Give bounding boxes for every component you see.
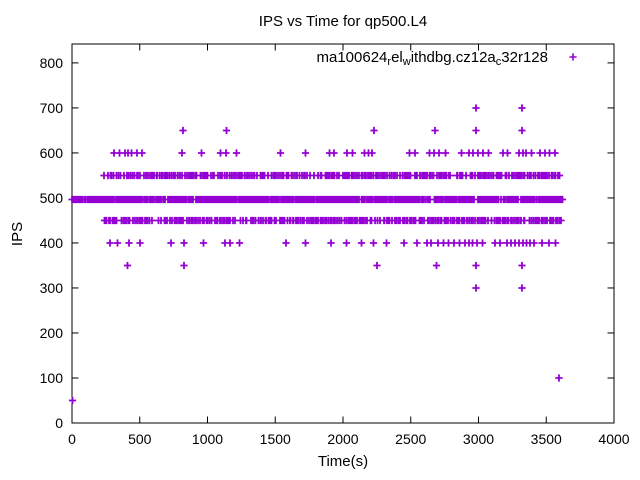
legend-series-label: ma100624relwithdbg.cz12ac32r128	[316, 49, 548, 68]
y-tick-label: 600	[40, 145, 64, 161]
x-tick-label: 500	[128, 431, 152, 447]
y-tick-label: 300	[40, 280, 64, 296]
plot-border	[71, 43, 615, 424]
tick-marks	[71, 44, 615, 424]
data-band-ips-497	[68, 195, 567, 204]
plot-frame	[71, 43, 615, 424]
y-tick-label: 0	[55, 415, 63, 431]
data-band-ips-450	[100, 216, 565, 225]
legend: ma100624relwithdbg.cz12ac32r128	[316, 49, 577, 68]
y-tick-label: 700	[40, 100, 64, 116]
data-points-ips-350	[123, 261, 526, 270]
data-points-ips-400	[106, 239, 560, 247]
tick-labels: 0 500 1000 1500 2000 2500 3000 3500 4000 0 100 200 3…	[40, 55, 630, 447]
x-tick-label: 2000	[327, 431, 358, 447]
y-tick-label: 500	[40, 190, 64, 206]
chart-title: IPS vs Time for qp500.L4	[259, 13, 427, 30]
y-tick-label: 400	[40, 235, 64, 251]
x-tick-label: 1000	[192, 431, 223, 447]
x-axis-label: Time(s)	[318, 453, 368, 470]
y-axis-label: IPS	[9, 222, 26, 246]
y-tick-label: 800	[40, 55, 64, 71]
x-tick-label: 2500	[395, 431, 426, 447]
y-tick-label: 100	[40, 370, 64, 386]
data-points-ips-600	[110, 149, 559, 157]
x-tick-label: 3500	[531, 431, 562, 447]
legend-marker-plus-icon	[569, 53, 577, 61]
data-points-ips-650	[179, 126, 526, 135]
y-tick-label: 200	[40, 325, 64, 341]
data-points-layer	[68, 104, 567, 405]
x-tick-label: 1500	[260, 431, 291, 447]
x-tick-label: 3000	[463, 431, 494, 447]
data-points-ips-100	[555, 374, 563, 382]
data-points-ips-50	[68, 396, 77, 405]
x-tick-label: 0	[68, 431, 76, 447]
data-band-ips-550	[100, 171, 564, 180]
data-points-ips-700	[472, 104, 526, 112]
data-points-ips-300	[472, 284, 526, 292]
x-tick-label: 4000	[598, 431, 629, 447]
